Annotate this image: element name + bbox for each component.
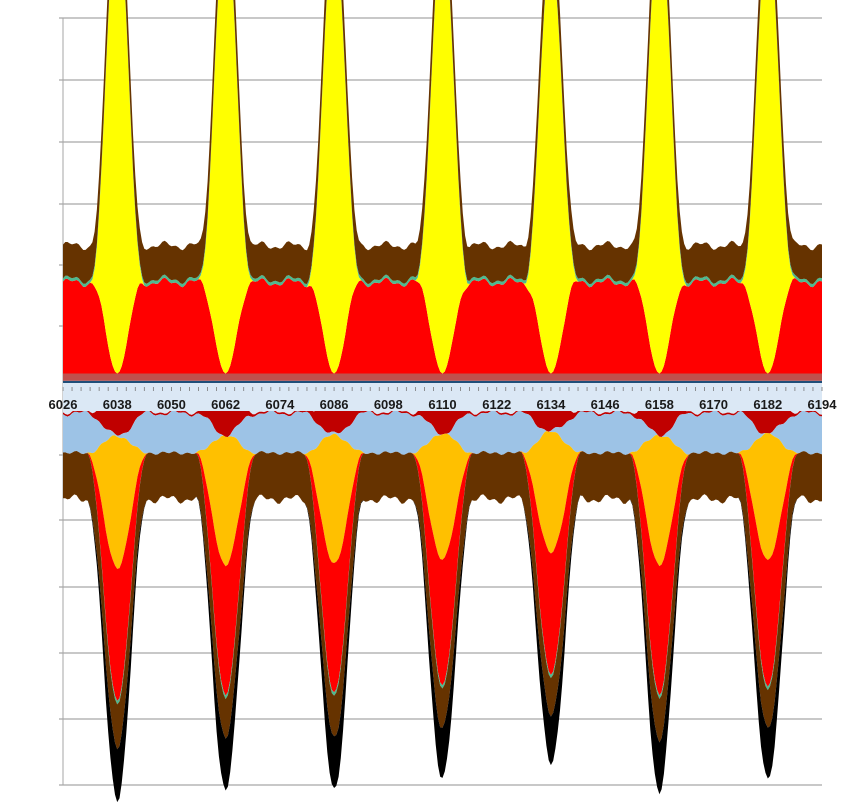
x-tick-label: 6170 (699, 397, 728, 412)
x-tick-label: 6122 (482, 397, 511, 412)
upper-area-stack (63, 0, 822, 387)
x-tick-label: 6086 (320, 397, 349, 412)
x-tick-label: 6074 (265, 397, 295, 412)
x-tick-label: 6134 (536, 397, 566, 412)
upper-series-3 (63, 0, 822, 374)
lower-series-3 (63, 431, 822, 569)
lower-series-1 (63, 396, 822, 437)
lower-series-2 (63, 410, 822, 455)
lower-area-stack (63, 383, 822, 803)
x-tick-label: 6158 (645, 397, 674, 412)
x-axis: 6026 6038 6050 6062 6074 6086 6098 6110 6122 6134… (49, 387, 838, 412)
x-tick-label: 6038 (103, 397, 132, 412)
x-tick-label: 6062 (211, 397, 240, 412)
x-tick-label: 6194 (808, 397, 838, 412)
x-tick-label: 6110 (428, 397, 456, 412)
upper-series-1 (63, 373, 822, 381)
x-tick-label: 6026 (49, 397, 78, 412)
upper-series-2 (63, 277, 822, 374)
lower-series-4 (63, 450, 822, 701)
x-tick-label: 6098 (374, 397, 403, 412)
x-tick-label: 6146 (591, 397, 620, 412)
upper-series-5 (63, 0, 822, 285)
x-tick-label: 6182 (753, 397, 782, 412)
lower-series-7 (63, 494, 822, 803)
lower-series-6 (63, 450, 822, 750)
x-tick-label: 6050 (157, 397, 186, 412)
